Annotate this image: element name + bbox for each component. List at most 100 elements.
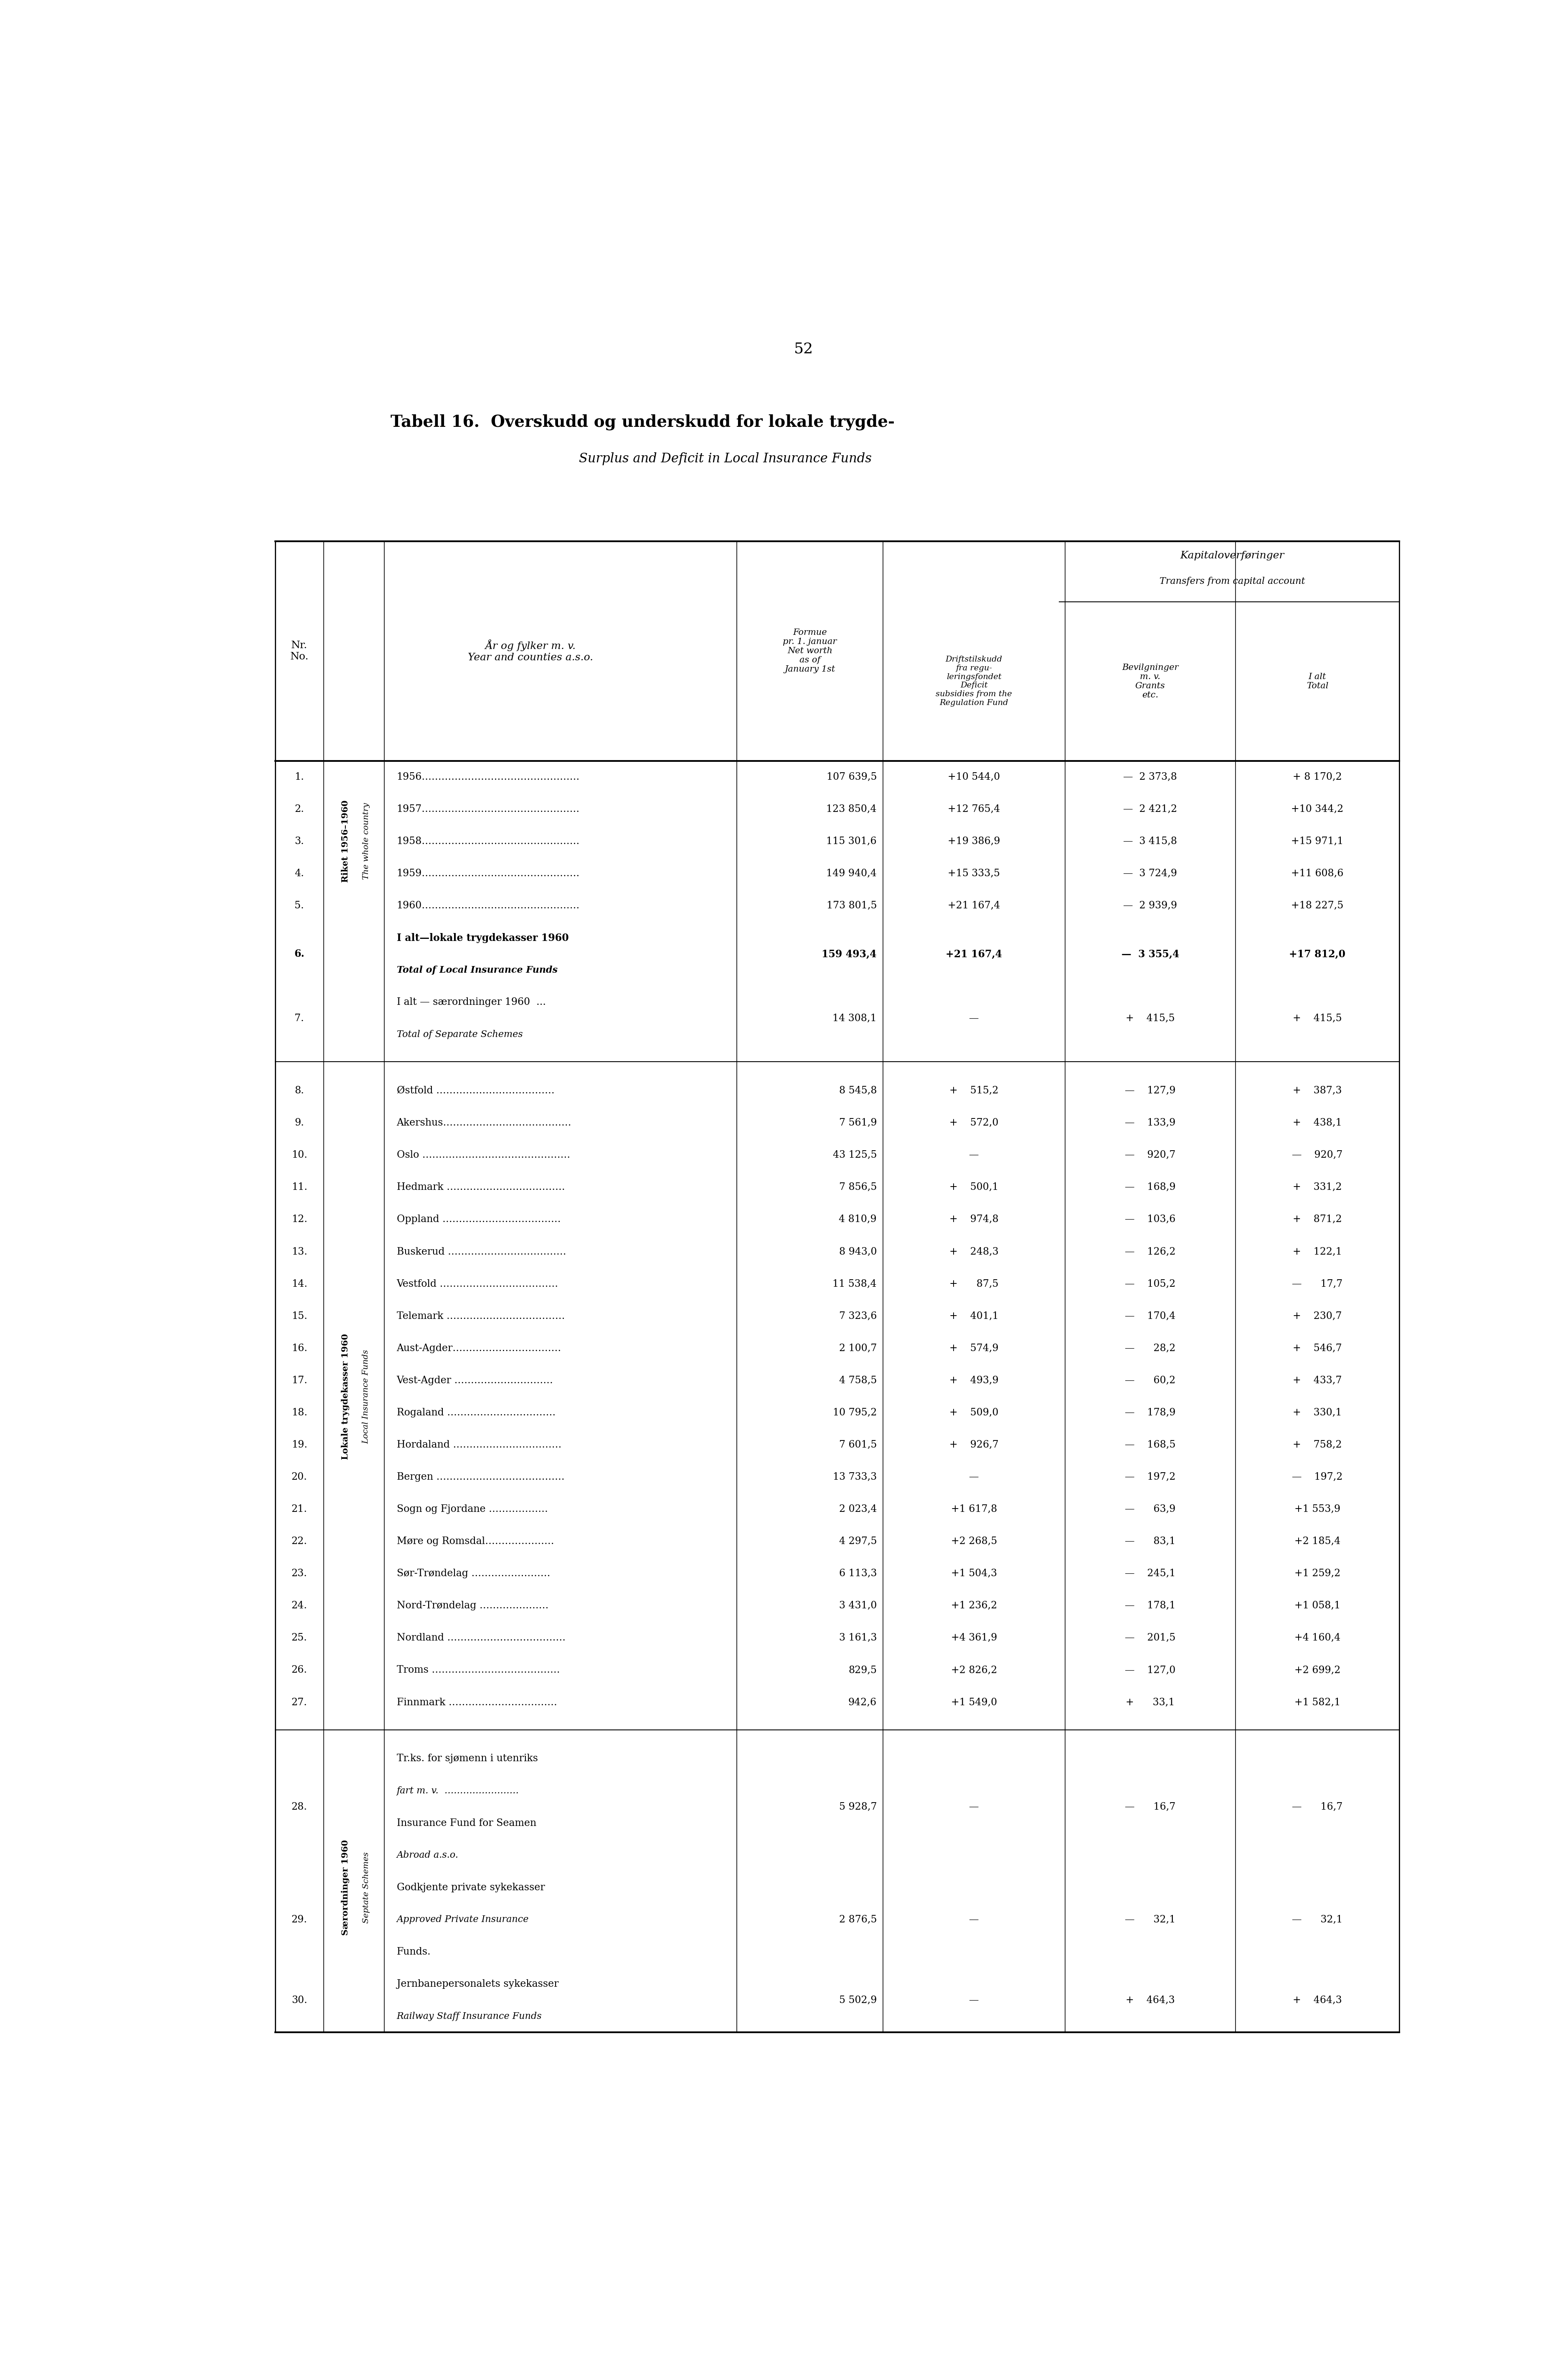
Text: —      16,7: — 16,7 [1124,1801,1176,1813]
Text: Finnmark ……………………………: Finnmark …………………………… [397,1696,557,1708]
Text: —    127,0: — 127,0 [1124,1666,1176,1675]
Text: Oslo ………………………………………: Oslo ……………………………………… [397,1150,569,1159]
Text: 9.: 9. [295,1119,304,1129]
Text: +1 259,2: +1 259,2 [1294,1568,1341,1578]
Text: 8.: 8. [295,1086,304,1095]
Text: 8 545,8: 8 545,8 [839,1086,877,1095]
Text: —  2 421,2: — 2 421,2 [1123,805,1178,815]
Text: +    122,1: + 122,1 [1292,1247,1342,1257]
Text: +    401,1: + 401,1 [949,1312,999,1321]
Text: Østfold ………………………………: Østfold ……………………………… [397,1086,554,1095]
Text: +    493,9: + 493,9 [949,1376,999,1385]
Text: 1.: 1. [295,772,304,782]
Text: +4 160,4: +4 160,4 [1294,1632,1341,1642]
Text: 14 308,1: 14 308,1 [833,1015,877,1024]
Text: —: — [969,1915,978,1925]
Text: +    926,7: + 926,7 [949,1440,999,1449]
Text: +2 185,4: +2 185,4 [1294,1537,1341,1547]
Text: +    974,8: + 974,8 [949,1214,999,1224]
Text: +      33,1: + 33,1 [1126,1696,1174,1708]
Text: 2.: 2. [295,805,304,815]
Text: —    178,1: — 178,1 [1124,1601,1176,1611]
Text: +10 544,0: +10 544,0 [947,772,1000,782]
Text: Tabell 16.  Overskudd og underskudd for lokale trygde-: Tabell 16. Overskudd og underskudd for l… [390,413,894,430]
Text: Formue
pr. 1. januar
Net worth
as of
January 1st: Formue pr. 1. januar Net worth as of Jan… [782,630,837,672]
Text: +    415,5: + 415,5 [1292,1015,1342,1024]
Text: —  3 724,9: — 3 724,9 [1123,870,1178,879]
Text: +    572,0: + 572,0 [949,1119,999,1129]
Text: —    103,6: — 103,6 [1124,1214,1176,1224]
Text: 3.: 3. [295,836,304,846]
Text: 942,6: 942,6 [848,1696,877,1708]
Text: Sør-Trøndelag ……………………: Sør-Trøndelag …………………… [397,1568,550,1578]
Text: Nord-Trøndelag …………………: Nord-Trøndelag ………………… [397,1601,549,1611]
Text: 5.: 5. [295,901,304,910]
Text: Telemark ………………………………: Telemark ……………………………… [397,1312,564,1321]
Text: 123 850,4: 123 850,4 [826,805,877,815]
Text: —    178,9: — 178,9 [1124,1409,1176,1418]
Text: Jernbanepersonalets sykekasser: Jernbanepersonalets sykekasser [397,1979,558,1989]
Text: 3 431,0: 3 431,0 [839,1601,877,1611]
Text: —    168,5: — 168,5 [1124,1440,1176,1449]
Text: Lokale trygdekasser 1960: Lokale trygdekasser 1960 [342,1333,350,1459]
Text: Kapitaloverføringer: Kapitaloverføringer [1179,551,1284,561]
Text: Funds.: Funds. [397,1946,431,1958]
Text: —    920,7: — 920,7 [1292,1150,1342,1159]
Text: 1957…………………………………………: 1957………………………………………… [397,805,580,815]
Text: Buskerud ………………………………: Buskerud ……………………………… [397,1247,566,1257]
Text: —: — [969,1473,978,1483]
Text: —    920,7: — 920,7 [1124,1150,1176,1159]
Text: +15 333,5: +15 333,5 [947,870,1000,879]
Text: +      87,5: + 87,5 [949,1278,999,1288]
Text: 107 639,5: 107 639,5 [826,772,877,782]
Text: 829,5: 829,5 [848,1666,877,1675]
Text: Akershus…………………………………: Akershus………………………………… [397,1119,571,1129]
Text: 149 940,4: 149 940,4 [826,870,877,879]
Text: 10 795,2: 10 795,2 [833,1409,877,1418]
Text: Approved Private Insurance: Approved Private Insurance [397,1915,528,1925]
Text: +    871,2: + 871,2 [1292,1214,1342,1224]
Text: —    126,2: — 126,2 [1124,1247,1176,1257]
Text: —      32,1: — 32,1 [1124,1915,1176,1925]
Text: Bergen …………………………………: Bergen ………………………………… [397,1473,564,1483]
Text: I alt—lokale trygdekasser 1960: I alt—lokale trygdekasser 1960 [397,934,569,943]
Text: +1 504,3: +1 504,3 [950,1568,997,1578]
Text: 2 023,4: 2 023,4 [839,1504,877,1514]
Text: +10 344,2: +10 344,2 [1290,805,1344,815]
Text: 7 323,6: 7 323,6 [839,1312,877,1321]
Text: +    464,3: + 464,3 [1126,1996,1174,2005]
Text: I alt — særordninger 1960  ...: I alt — særordninger 1960 ... [397,998,546,1007]
Text: —: — [969,1996,978,2005]
Text: Oppland ………………………………: Oppland ……………………………… [397,1214,560,1224]
Text: Total of Separate Schemes: Total of Separate Schemes [397,1029,522,1038]
Text: 11 538,4: 11 538,4 [833,1278,877,1288]
Text: +12 765,4: +12 765,4 [947,805,1000,815]
Text: —      32,1: — 32,1 [1292,1915,1342,1925]
Text: 4 810,9: 4 810,9 [839,1214,877,1224]
Text: +    433,7: + 433,7 [1292,1376,1342,1385]
Text: +    758,2: + 758,2 [1292,1440,1342,1449]
Text: +11 608,6: +11 608,6 [1290,870,1344,879]
Text: —    197,2: — 197,2 [1124,1473,1176,1483]
Text: Surplus and Deficit in Local Insurance Funds: Surplus and Deficit in Local Insurance F… [579,451,872,466]
Text: Nr.
No.: Nr. No. [290,642,309,661]
Text: 5 928,7: 5 928,7 [839,1801,877,1813]
Text: 7 601,5: 7 601,5 [839,1440,877,1449]
Text: 13 733,3: 13 733,3 [833,1473,877,1483]
Text: Møre og Romsdal…………………: Møre og Romsdal………………… [397,1537,554,1547]
Text: 23.: 23. [292,1568,307,1578]
Text: 159 493,4: 159 493,4 [822,948,877,960]
Text: —      63,9: — 63,9 [1124,1504,1176,1514]
Text: +17 812,0: +17 812,0 [1289,948,1345,960]
Text: I alt
Total: I alt Total [1306,672,1328,689]
Text: 29.: 29. [292,1915,307,1925]
Text: —    197,2: — 197,2 [1292,1473,1342,1483]
Text: +19 386,9: +19 386,9 [947,836,1000,846]
Text: 11.: 11. [292,1183,307,1193]
Text: —: — [969,1015,978,1024]
Text: Riket 1956–1960: Riket 1956–1960 [342,801,350,881]
Text: 30.: 30. [292,1996,307,2005]
Text: —      17,7: — 17,7 [1292,1278,1342,1288]
Text: Bevilgninger
m. v.
Grants
etc.: Bevilgninger m. v. Grants etc. [1121,663,1178,699]
Text: 6 113,3: 6 113,3 [839,1568,877,1578]
